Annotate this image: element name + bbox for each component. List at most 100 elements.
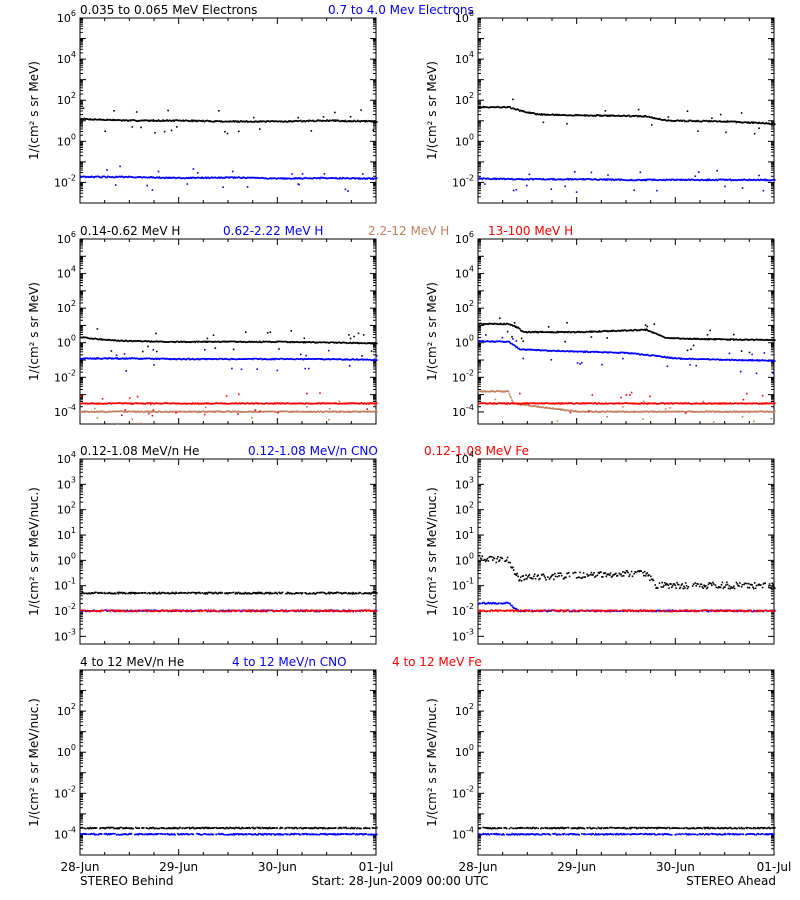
data-point (363, 410, 366, 413)
data-point (327, 358, 329, 360)
data-point (103, 402, 106, 405)
data-point (267, 402, 270, 405)
data-point (341, 341, 344, 344)
data-point (180, 402, 182, 405)
data-point (149, 120, 151, 122)
data-point (519, 348, 521, 351)
data-point (256, 402, 258, 404)
data-point (636, 353, 638, 355)
data-point (196, 340, 198, 343)
data-point (157, 403, 160, 405)
data-point (609, 402, 612, 405)
data-point (334, 119, 336, 121)
data-point (698, 411, 701, 413)
data-point (569, 350, 572, 352)
data-point (564, 402, 566, 404)
data-point (308, 403, 311, 405)
data-point (628, 329, 630, 332)
data-point (220, 176, 223, 179)
data-point (317, 177, 320, 179)
data-point (279, 357, 281, 360)
data-point (278, 177, 280, 180)
data-point (257, 120, 259, 123)
data-point (742, 411, 745, 413)
data-point (196, 120, 198, 123)
data-point (691, 178, 693, 181)
data-point (313, 402, 315, 405)
data-point (691, 357, 693, 360)
data-point (760, 122, 762, 125)
data-point (359, 178, 361, 180)
data-point (526, 111, 528, 114)
data-point (275, 402, 278, 404)
data-point (307, 120, 310, 123)
data-point (98, 119, 100, 121)
data-point (252, 411, 254, 413)
data-point (746, 359, 749, 362)
data-point (124, 119, 127, 122)
data-point (705, 179, 708, 182)
data-point (523, 402, 525, 404)
data-point (542, 178, 545, 180)
data-point (166, 402, 168, 404)
data-point (300, 341, 303, 343)
data-point (581, 331, 584, 334)
data-point (143, 357, 146, 360)
data-point (345, 341, 347, 344)
data-point (556, 420, 559, 422)
data-point (83, 357, 86, 360)
data-point (520, 403, 523, 406)
data-point (551, 408, 553, 410)
data-point (491, 402, 493, 405)
data-point (649, 116, 651, 119)
data-point (480, 402, 483, 405)
data-point (564, 185, 566, 188)
data-point (291, 411, 293, 413)
data-point (125, 119, 127, 121)
data-point (516, 402, 518, 405)
data-point (524, 178, 526, 181)
data-point (352, 402, 354, 404)
data-point (597, 114, 600, 117)
data-point (613, 179, 615, 181)
data-point (530, 405, 532, 407)
data-point (170, 177, 173, 179)
data-point (492, 403, 494, 405)
data-point (626, 115, 628, 117)
data-point (322, 358, 325, 361)
data-point (109, 411, 112, 413)
data-point (176, 358, 178, 361)
data-point (342, 411, 345, 413)
data-point (677, 357, 679, 360)
data-point (767, 359, 769, 362)
data-point (219, 120, 222, 123)
data-point (554, 408, 557, 410)
data-point (617, 402, 620, 404)
data-point (99, 402, 101, 405)
data-point (373, 358, 375, 361)
data-point (307, 402, 309, 405)
data-point (678, 337, 681, 340)
data-point (189, 411, 191, 413)
data-point (363, 342, 366, 344)
data-point (722, 338, 725, 340)
data-point (117, 410, 120, 412)
data-point (241, 402, 244, 404)
data-point (151, 410, 154, 413)
data-point (670, 179, 672, 181)
data-point (621, 115, 623, 117)
data-point (174, 341, 176, 344)
data-point (678, 410, 681, 413)
data-point (369, 402, 372, 404)
data-point (175, 412, 177, 414)
data-point (740, 112, 743, 114)
data-point (510, 342, 512, 345)
data-point (711, 410, 713, 413)
data-point (294, 177, 297, 179)
data-point (82, 107, 85, 110)
data-point (543, 407, 546, 409)
data-point (542, 406, 545, 408)
data-point (762, 339, 765, 341)
data-point (341, 410, 344, 413)
data-point (722, 411, 725, 413)
